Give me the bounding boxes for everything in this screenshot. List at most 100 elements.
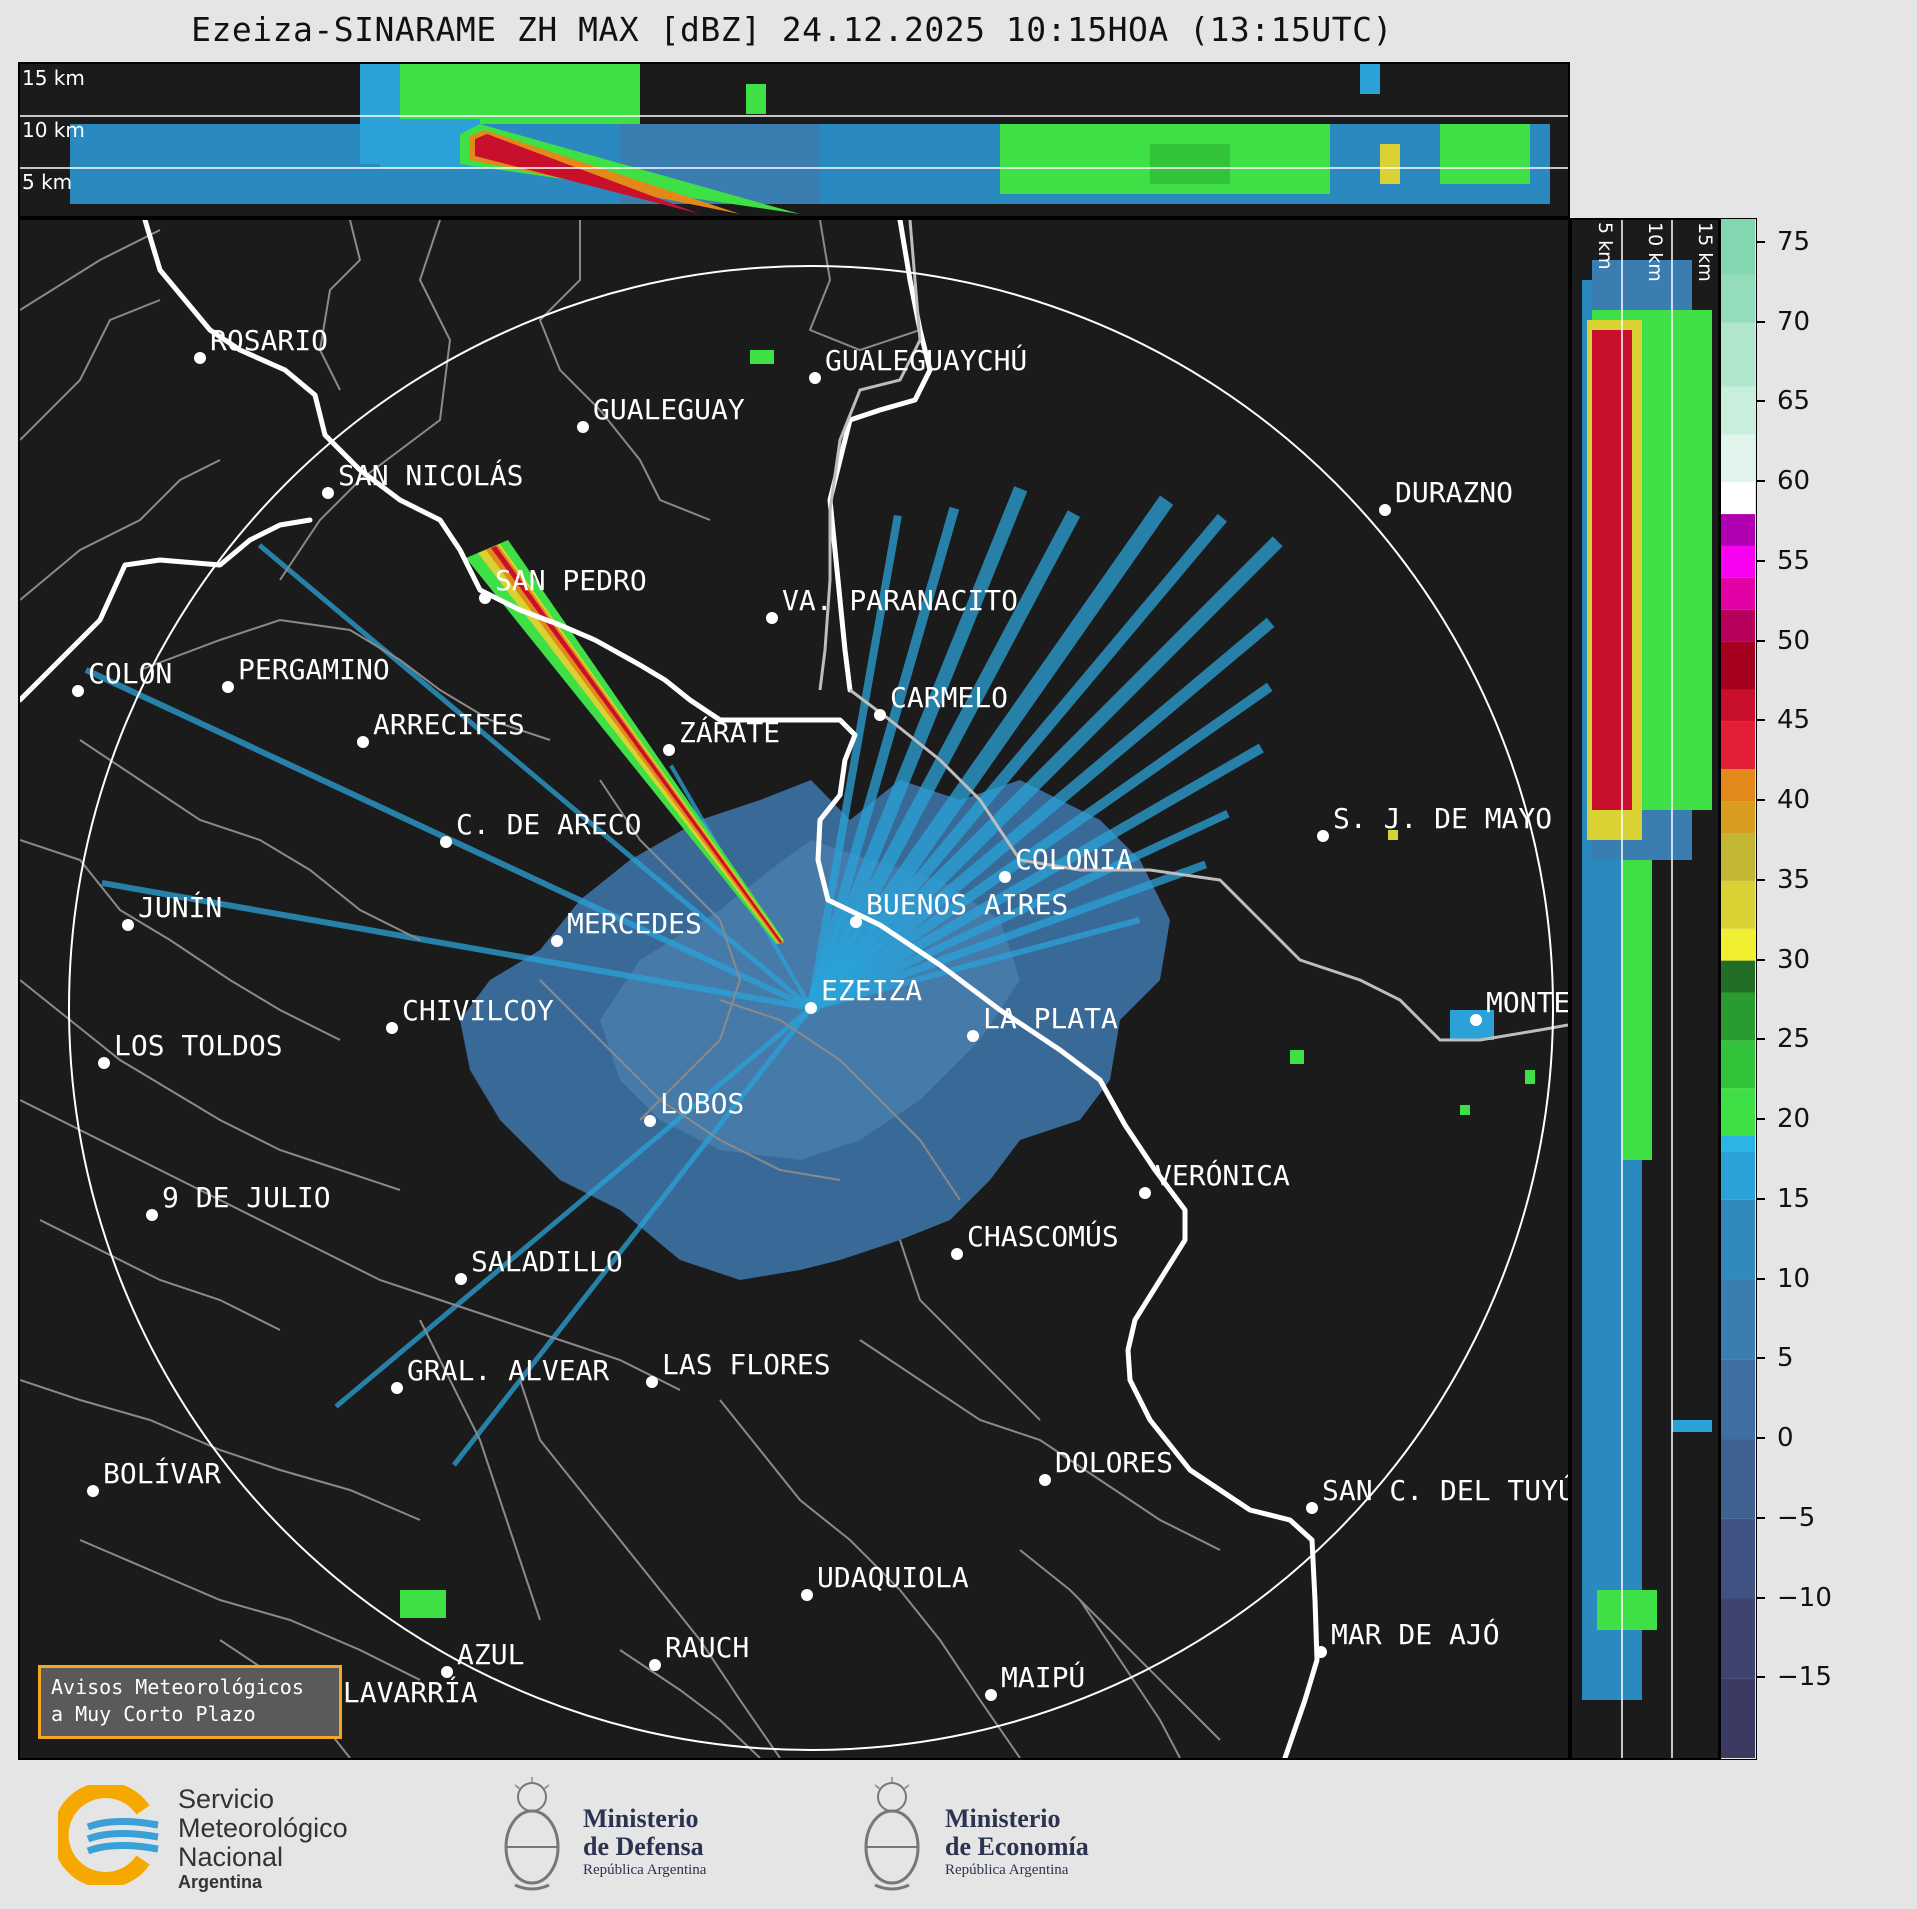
colorbar-swatch — [1721, 769, 1755, 802]
cross-section-echo — [746, 84, 766, 114]
colorbar-tick-label: 55 — [1777, 545, 1811, 576]
city-label: LOS TOLDOS — [114, 1029, 283, 1062]
city-label: SAN C. DEL TUYÚ — [1322, 1473, 1568, 1507]
height-label-10km-v: 10 km — [1644, 222, 1666, 282]
city-dot — [98, 1057, 110, 1069]
smn-logo-icon — [58, 1785, 159, 1885]
city-dot — [1306, 1502, 1318, 1514]
cross-section-echo — [1440, 124, 1530, 184]
colorbar-tick — [1757, 1437, 1765, 1440]
colorbar-tick-label: 40 — [1777, 785, 1811, 816]
city-label: MAR DE AJÓ — [1331, 1617, 1500, 1651]
colorbar-tick-label: 65 — [1777, 386, 1811, 417]
colorbar-tick-label: 5 — [1777, 1343, 1794, 1374]
city-label: BOLÍVAR — [103, 1456, 221, 1490]
coat-of-arms-defensa-icon — [504, 1777, 560, 1891]
echo-patch — [400, 1590, 446, 1618]
colorbar-tick-label: 10 — [1777, 1263, 1811, 1294]
radar-ray — [101, 880, 812, 1011]
colorbar-swatch — [1721, 482, 1755, 515]
range-ring — [68, 265, 1554, 1751]
city-dot — [222, 681, 234, 693]
avisos-line-1: Avisos Meteorológicos — [51, 1675, 304, 1699]
radar-echo-layer — [84, 350, 1535, 1618]
radar-ray — [809, 860, 1208, 1012]
radar-ray — [810, 917, 1141, 1011]
city-dot — [805, 1002, 817, 1014]
cross-section-streak — [460, 124, 800, 214]
top-cross-section-plot — [20, 64, 1568, 214]
city-dot — [479, 592, 491, 604]
city-label: SAN NICOLÁS — [338, 458, 523, 492]
dbz-colorbar-ticks: 75 70 65 60 55 50 45 40 35 30 25 20 15 10 5 0 −5 −10 −15 — [1757, 218, 1897, 1760]
economia-line-2: de Economía — [945, 1832, 1089, 1861]
radar-ray — [804, 495, 1174, 1013]
colorbar-tick-label: 30 — [1777, 944, 1811, 975]
colorbar-tick — [1757, 240, 1765, 243]
city-dot — [809, 372, 821, 384]
city-label: CHIVILCOY — [402, 994, 554, 1027]
colorbar-tick — [1757, 1038, 1765, 1041]
radar-ray — [257, 543, 813, 1010]
city-dot — [644, 1115, 656, 1127]
colorbar-tick — [1757, 1118, 1765, 1121]
side-cross-section-echoes — [1582, 260, 1712, 1700]
colorbar-tick-label: 35 — [1777, 864, 1811, 895]
colorbar-swatch — [1721, 1359, 1755, 1440]
colorbar-swatch — [1721, 1136, 1755, 1152]
side-cross-section-panel: 5 km 10 km 15 km — [1570, 218, 1720, 1760]
colorbar-tick — [1757, 1197, 1765, 1200]
city-label: OLAVARRÍA — [326, 1675, 478, 1709]
echo-patch — [1525, 1070, 1535, 1084]
city-label: S. J. DE MAYO — [1333, 802, 1552, 835]
smn-logo-text: Servicio Meteorológico Nacional Argentin… — [178, 1784, 348, 1893]
defensa-line-2: de Defensa — [583, 1832, 704, 1861]
avisos-notice-box[interactable]: Avisos Meteorológicos a Muy Corto Plazo — [38, 1665, 342, 1739]
radar-map[interactable]: ROSARIO GUALEGUAYCHÚ GUALEGUAY SAN NICOLÁS D… — [20, 220, 1568, 1758]
city-dot — [967, 1030, 979, 1042]
cross-section-echo — [1360, 64, 1380, 94]
city-dot — [146, 1209, 158, 1221]
cross-section-echo — [1592, 330, 1632, 810]
city-dot — [801, 1589, 813, 1601]
colorbar-tick-label: 45 — [1777, 705, 1811, 736]
city-label: C. DE ARECO — [456, 808, 641, 841]
radar-ray — [451, 1006, 813, 1467]
city-label: LA PLATA — [983, 1002, 1118, 1035]
city-dot — [850, 916, 862, 928]
city-label: UDAQUIOLA — [817, 1561, 969, 1594]
height-label-10km: 10 km — [22, 118, 85, 142]
echo-patch — [1388, 830, 1398, 840]
height-label-15km: 15 km — [22, 66, 85, 90]
colorbar-swatch — [1721, 434, 1755, 483]
smn-line-1: Servicio — [178, 1784, 275, 1814]
city-label: 9 DE JULIO — [162, 1181, 331, 1214]
side-cross-section-plot — [1582, 220, 1712, 1758]
city-label: MERCEDES — [567, 907, 702, 940]
colorbar-swatch — [1721, 219, 1755, 275]
city-label: SALADILLO — [471, 1245, 623, 1278]
cross-section-streak — [470, 130, 740, 214]
city-label: COLONIA — [1015, 843, 1133, 876]
colorbar-swatch — [1721, 992, 1755, 1041]
city-label: VA. PARANACITO — [782, 584, 1018, 617]
colorbar-swatch — [1721, 386, 1755, 435]
city-dot — [72, 685, 84, 697]
city-label: DOLORES — [1055, 1446, 1173, 1479]
defensa-logo-text: Ministerio de Defensa República Argentin… — [583, 1805, 706, 1879]
colorbar-tick — [1757, 1676, 1765, 1679]
radar-map-panel[interactable]: ROSARIO GUALEGUAYCHÚ GUALEGUAY SAN NICOLÁS D… — [18, 218, 1570, 1760]
colorbar-swatch — [1721, 1279, 1755, 1360]
colorbar-swatch — [1721, 1518, 1755, 1599]
smn-line-3: Nacional — [178, 1842, 284, 1872]
department-borders — [20, 220, 1221, 1758]
colorbar-swatch — [1721, 960, 1755, 993]
echo-patch — [1450, 1010, 1494, 1040]
city-dot — [1470, 1014, 1482, 1026]
city-dot — [440, 836, 452, 848]
city-label: ARRECIFES — [373, 708, 525, 741]
city-dot — [386, 1022, 398, 1034]
colorbar-tick-label: 0 — [1777, 1423, 1794, 1454]
cross-section-echo — [1622, 860, 1652, 1160]
city-label: GUALEGUAY — [593, 393, 745, 426]
